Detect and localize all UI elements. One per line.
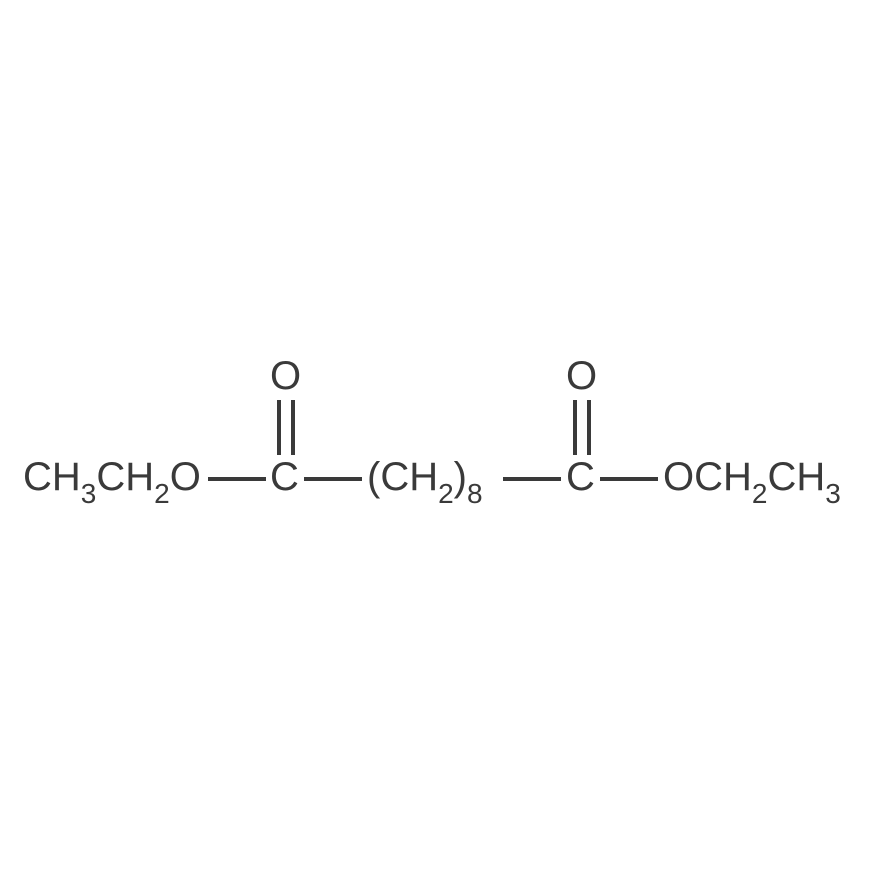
- right-carbonyl-c: C: [566, 455, 595, 500]
- left-carbonyl-o: O: [270, 354, 301, 399]
- bond-c-chain-left: [304, 477, 362, 481]
- bond-double-right-a: [573, 400, 577, 455]
- chain-sub2: 8: [467, 478, 483, 509]
- left-ch3-sub: 3: [81, 478, 97, 509]
- right-ch3: CH: [767, 455, 825, 499]
- right-carbonyl-o: O: [566, 354, 597, 399]
- left-carbonyl-c: C: [270, 455, 299, 500]
- right-ethyl-group: OCH2CH3: [663, 455, 841, 506]
- left-ch3: CH: [23, 455, 81, 499]
- bond-o-c-left: [208, 477, 266, 481]
- left-ch2: CH: [96, 455, 154, 499]
- bond-double-left-a: [277, 400, 281, 455]
- bond-c-o-right: [600, 477, 658, 481]
- right-ch2: CH: [694, 455, 752, 499]
- bond-double-left-b: [291, 400, 295, 455]
- chemical-structure-diagram: CH3CH2O C O (CH2)8 C O OCH2CH3: [0, 0, 890, 890]
- left-ester-o: O: [170, 455, 201, 499]
- right-ch2-sub: 2: [752, 478, 768, 509]
- chain-close: ): [454, 455, 467, 499]
- right-ester-o: O: [663, 455, 694, 499]
- bond-chain-c-right: [503, 477, 561, 481]
- methylene-chain: (CH2)8: [367, 455, 483, 506]
- chain-open: (CH: [367, 455, 438, 499]
- chain-sub1: 2: [438, 478, 454, 509]
- left-ethyl-group: CH3CH2O: [23, 455, 201, 506]
- bond-double-right-b: [587, 400, 591, 455]
- left-ch2-sub: 2: [154, 478, 170, 509]
- right-ch3-sub: 3: [825, 478, 841, 509]
